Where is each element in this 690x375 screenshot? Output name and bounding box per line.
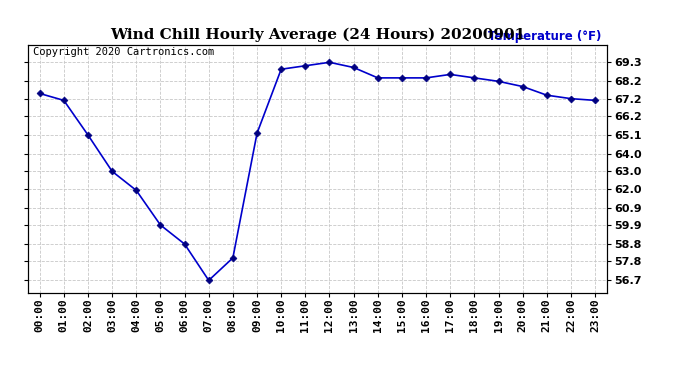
Text: Temperature (°F): Temperature (°F) [488, 30, 602, 42]
Title: Wind Chill Hourly Average (24 Hours) 20200901: Wind Chill Hourly Average (24 Hours) 202… [110, 28, 525, 42]
Text: Copyright 2020 Cartronics.com: Copyright 2020 Cartronics.com [33, 48, 215, 57]
